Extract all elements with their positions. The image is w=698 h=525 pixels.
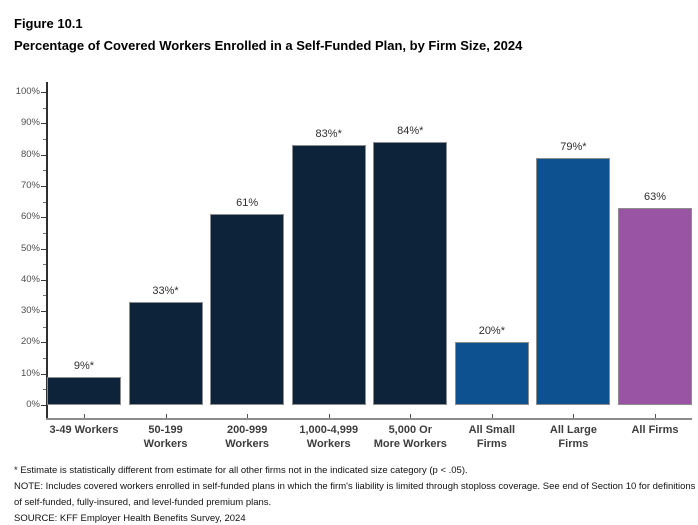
- x-axis-label-1-000-4-999-workers: 1,000-4,999 Workers: [299, 424, 359, 450]
- y-axis-tick: [41, 279, 46, 281]
- y-axis-tick: [41, 311, 46, 313]
- y-axis-tick-label: 20%: [20, 336, 40, 348]
- bar-value-label-5-000-or-more-workers: 84%*: [397, 125, 424, 137]
- x-axis-tick: [410, 414, 412, 418]
- x-axis-line: [46, 418, 692, 420]
- y-axis-tick: [41, 342, 46, 344]
- y-axis-tick: [41, 373, 46, 375]
- y-axis-minor-tick: [43, 358, 46, 360]
- x-axis-tick: [328, 414, 330, 418]
- bar-value-label-all-firms: 63%: [643, 191, 667, 203]
- footnote-significance: * Estimate is statistically different fr…: [14, 465, 468, 476]
- y-axis-minor-tick: [43, 264, 46, 266]
- x-axis-tick: [573, 414, 575, 418]
- bar-5-000-or-more-workers: [373, 142, 448, 405]
- bar-all-firms: [618, 208, 692, 405]
- x-axis-tick: [165, 414, 167, 418]
- bar-200-999-workers: [210, 214, 285, 405]
- y-axis-minor-tick: [43, 201, 46, 203]
- figure-number: Figure 10.1: [14, 16, 83, 31]
- y-axis-tick: [41, 405, 46, 406]
- y-axis-tick-label: 100%: [15, 86, 40, 97]
- bar-value-label-1-000-4-999-workers: 83%*: [315, 128, 342, 140]
- y-axis-minor-tick: [43, 389, 46, 391]
- bar-value-label-all-large-firms: 79%*: [560, 141, 587, 153]
- y-axis-tick-label: 90%: [20, 117, 40, 129]
- y-axis-tick-label: 80%: [20, 148, 40, 160]
- figure-title: Percentage of Covered Workers Enrolled i…: [14, 38, 523, 53]
- bar-3-49-workers: [47, 377, 121, 405]
- x-axis-tick: [655, 414, 656, 418]
- y-axis-tick-label: 0%: [26, 399, 40, 410]
- y-axis-minor-tick: [43, 170, 46, 172]
- bar-value-label-3-49-workers: 9%*: [73, 360, 95, 372]
- y-axis-tick: [41, 248, 46, 250]
- x-axis-tick: [84, 414, 85, 418]
- y-axis-tick-label: 50%: [20, 242, 40, 254]
- y-axis-tick: [41, 92, 46, 93]
- y-axis-minor-tick: [43, 326, 46, 328]
- footnote-note: NOTE: Includes covered workers enrolled …: [14, 481, 696, 508]
- y-axis-tick-label: 60%: [20, 211, 40, 223]
- x-axis-tick: [247, 414, 249, 418]
- y-axis-minor-tick: [43, 138, 46, 140]
- y-axis-tick-label: 30%: [20, 305, 40, 317]
- bar-all-large-firms: [536, 158, 611, 405]
- y-axis-minor-tick: [43, 107, 46, 109]
- y-axis-minor-tick: [43, 232, 46, 234]
- bar-value-label-all-small-firms: 20%*: [478, 325, 505, 337]
- bar-1-000-4-999-workers: [291, 145, 366, 405]
- x-axis-label-200-999-workers: 200-999 Workers: [225, 424, 270, 450]
- x-axis-label-all-firms: All Firms: [631, 424, 679, 436]
- bar-value-label-50-199-workers: 33%*: [152, 285, 179, 297]
- x-axis-label-50-199-workers: 50-199 Workers: [143, 424, 188, 450]
- x-axis-label-all-small-firms: All Small Firms: [468, 424, 516, 450]
- y-axis-tick-label: 40%: [20, 273, 40, 285]
- y-axis-line: [46, 82, 48, 419]
- footnote-source: SOURCE: KFF Employer Health Benefits Sur…: [14, 513, 246, 524]
- footnotes: * Estimate is statistically different fr…: [14, 463, 698, 525]
- y-axis-minor-tick: [43, 295, 46, 297]
- y-axis-tick: [41, 185, 46, 187]
- y-axis-tick: [41, 123, 46, 125]
- bar-50-199-workers: [128, 302, 203, 405]
- x-axis-label-all-large-firms: All Large Firms: [549, 424, 597, 450]
- bar-all-small-firms: [454, 342, 529, 405]
- y-axis-tick-label: 10%: [20, 367, 40, 379]
- bar-value-label-200-999-workers: 61%: [236, 197, 259, 209]
- x-axis-label-3-49-workers: 3-49 Workers: [49, 424, 119, 436]
- x-axis-tick: [491, 414, 493, 418]
- x-axis-label-5-000-or-more-workers: 5,000 Or More Workers: [373, 424, 447, 450]
- y-axis-tick: [41, 217, 46, 219]
- y-axis-tick: [41, 154, 46, 156]
- y-axis-tick-label: 70%: [20, 179, 40, 191]
